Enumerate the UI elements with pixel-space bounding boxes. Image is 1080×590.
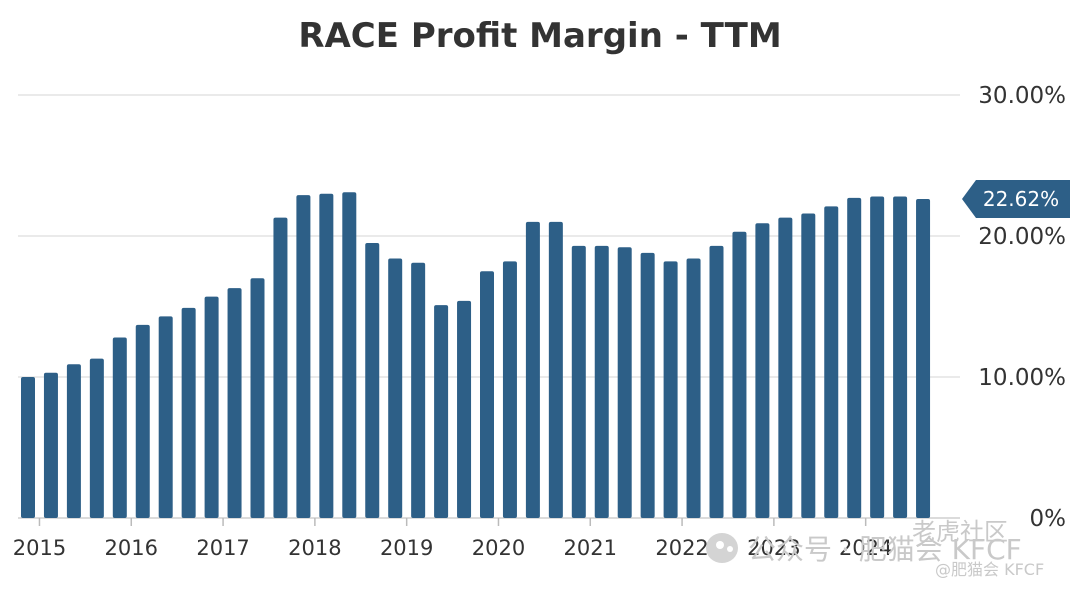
bar[interactable] — [319, 193, 334, 518]
wechat-icon — [706, 533, 738, 563]
bar[interactable] — [502, 261, 517, 518]
bar[interactable] — [571, 245, 586, 518]
x-tick-label: 2023 — [747, 536, 800, 560]
y-tick-label: 0% — [1030, 506, 1067, 532]
y-tick-label: 20.00% — [978, 224, 1066, 250]
x-tick-label: 2020 — [472, 536, 525, 560]
bars — [21, 192, 931, 519]
bar[interactable] — [89, 358, 104, 518]
bar[interactable] — [686, 258, 701, 518]
bar[interactable] — [457, 300, 472, 518]
bar[interactable] — [755, 223, 770, 518]
bar[interactable] — [411, 262, 426, 518]
bar[interactable] — [43, 372, 58, 518]
bar[interactable] — [227, 288, 242, 518]
bar[interactable] — [388, 258, 403, 518]
bar[interactable] — [870, 196, 885, 518]
x-tick-label: 2016 — [105, 536, 158, 560]
x-tick-label: 2017 — [196, 536, 249, 560]
x-tick-label: 2018 — [288, 536, 341, 560]
bar[interactable] — [548, 221, 563, 518]
bar[interactable] — [709, 245, 724, 518]
chart-title: RACE Profit Margin - TTM — [298, 16, 781, 56]
bar[interactable] — [434, 305, 449, 518]
x-tick-label: 2022 — [655, 536, 708, 560]
bar[interactable] — [365, 243, 380, 519]
badge-shape — [962, 180, 1070, 219]
bar[interactable] — [640, 252, 655, 519]
watermark-main-text: 公众号 · 肥猫会 KFCF — [748, 533, 1022, 566]
watermark-small: @肥猫会 KFCF — [935, 560, 1045, 579]
bar[interactable] — [273, 217, 288, 519]
bar[interactable] — [135, 324, 150, 518]
bar[interactable] — [112, 337, 127, 518]
x-axis: 2015 2016 2017 2018 2019 2020 2021 2022 2023 2024 — [13, 518, 892, 560]
bar[interactable] — [732, 231, 747, 518]
bar[interactable] — [525, 221, 540, 518]
bar[interactable] — [663, 261, 678, 518]
bar[interactable] — [778, 217, 793, 519]
y-tick-label: 10.00% — [978, 365, 1066, 391]
bar[interactable] — [594, 245, 609, 518]
bar[interactable] — [250, 278, 265, 518]
bar[interactable] — [342, 192, 357, 519]
bar[interactable] — [66, 364, 81, 518]
bar[interactable] — [916, 199, 931, 519]
y-axis: 0% 10.00% 20.00% 30.00% — [978, 83, 1066, 532]
bar[interactable] — [181, 307, 196, 518]
bar[interactable] — [296, 195, 311, 519]
bar[interactable] — [204, 296, 219, 518]
x-tick-label: 2019 — [380, 536, 433, 560]
watermark-sub: 老虎社区 — [912, 518, 1008, 546]
bar[interactable] — [21, 377, 35, 518]
x-tick-label: 2021 — [564, 536, 617, 560]
bar[interactable] — [801, 213, 816, 518]
bar[interactable] — [480, 271, 494, 518]
y-tick-label: 30.00% — [978, 83, 1066, 109]
bar[interactable] — [617, 247, 632, 518]
bar[interactable] — [158, 316, 173, 518]
bar[interactable] — [847, 197, 862, 518]
watermark-main: 公众号 · 肥猫会 KFCF — [706, 528, 1022, 568]
latest-value-badge: 22.62% — [962, 180, 1070, 219]
badge-label: 22.62% — [983, 187, 1059, 211]
x-tick-label: 2015 — [13, 536, 66, 560]
bar[interactable] — [824, 206, 839, 518]
x-tick-label: 2024 — [839, 536, 892, 560]
bar[interactable] — [893, 196, 908, 518]
